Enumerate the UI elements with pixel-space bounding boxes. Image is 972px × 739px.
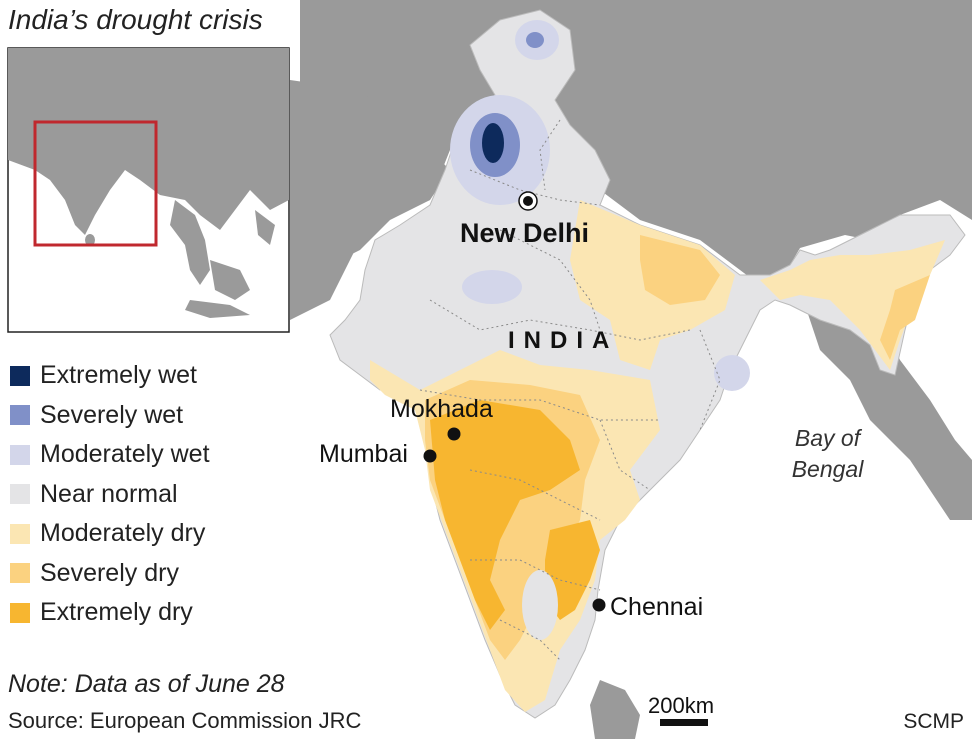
legend-item-extremely-dry: Extremely dry (10, 593, 210, 633)
wet-zone-rajasthan (462, 270, 522, 304)
publisher-credit: SCMP (903, 710, 964, 733)
sri-lanka (590, 680, 640, 739)
capital-label: New Delhi (460, 218, 590, 248)
legend-label: Extremely dry (40, 598, 193, 627)
wet-zone-kashmir-core (526, 32, 544, 48)
legend-item-severely-dry: Severely dry (10, 554, 210, 594)
chennai-marker (592, 598, 606, 612)
legend-swatch (10, 365, 30, 386)
legend-swatch (10, 602, 30, 623)
capital-marker (523, 196, 533, 206)
legend-label: Near normal (40, 479, 178, 508)
mokhada-label: Mokhada (390, 395, 493, 423)
legend-label: Moderately wet (40, 440, 210, 469)
dry-zone-south-extreme (545, 520, 600, 620)
normal-zone-south (522, 570, 558, 640)
dry-zone-up-severe (640, 235, 720, 305)
legend-item-moderately-wet: Moderately wet (10, 435, 210, 475)
legend-item-near-normal: Near normal (10, 475, 210, 515)
land-north (300, 0, 972, 285)
dry-zone-maharashtra-extreme (430, 400, 580, 630)
land-east (800, 290, 972, 520)
legend-label: Extremely wet (40, 361, 197, 390)
mumbai-label: Mumbai (319, 440, 408, 468)
city-markers (423, 191, 606, 612)
legend: Extremely wet Severely wet Moderately we… (10, 356, 210, 633)
country-label: INDIA (508, 327, 619, 354)
legend-item-extremely-wet: Extremely wet (10, 356, 210, 396)
legend-swatch (10, 563, 30, 584)
wet-zone-punjab-extreme (482, 123, 504, 163)
scale-label: 200km (648, 693, 715, 718)
legend-swatch (10, 444, 30, 465)
dry-zone-northeast (760, 240, 945, 370)
legend-swatch (10, 523, 30, 544)
legend-item-moderately-dry: Moderately dry (10, 514, 210, 554)
scale-bar (660, 719, 708, 726)
source-credit: Source: European Commission JRC (8, 708, 362, 733)
land-northwest (290, 80, 450, 320)
mokhada-marker (447, 427, 461, 441)
sea-label-line1: Bay of (794, 425, 861, 451)
legend-label: Severely wet (40, 400, 184, 429)
mumbai-marker (423, 449, 437, 463)
inset-map (7, 47, 290, 333)
inset-focus-box (33, 120, 158, 247)
chennai-label: Chennai (610, 593, 704, 621)
legend-label: Moderately dry (40, 519, 206, 548)
map-title: India’s drought crisis (8, 4, 263, 35)
legend-swatch (10, 405, 30, 426)
legend-item-severely-wet: Severely wet (10, 396, 210, 436)
legend-swatch (10, 484, 30, 505)
sea-label: Bay of Bengal (780, 423, 875, 485)
legend-label: Severely dry (40, 558, 179, 587)
dry-zone-northeast-severe (880, 275, 930, 360)
wet-zone-odisha (714, 355, 750, 391)
state-borders (419, 119, 721, 661)
sea-label-line2: Bengal (791, 456, 864, 482)
data-note: Note: Data as of June 28 (8, 670, 285, 698)
